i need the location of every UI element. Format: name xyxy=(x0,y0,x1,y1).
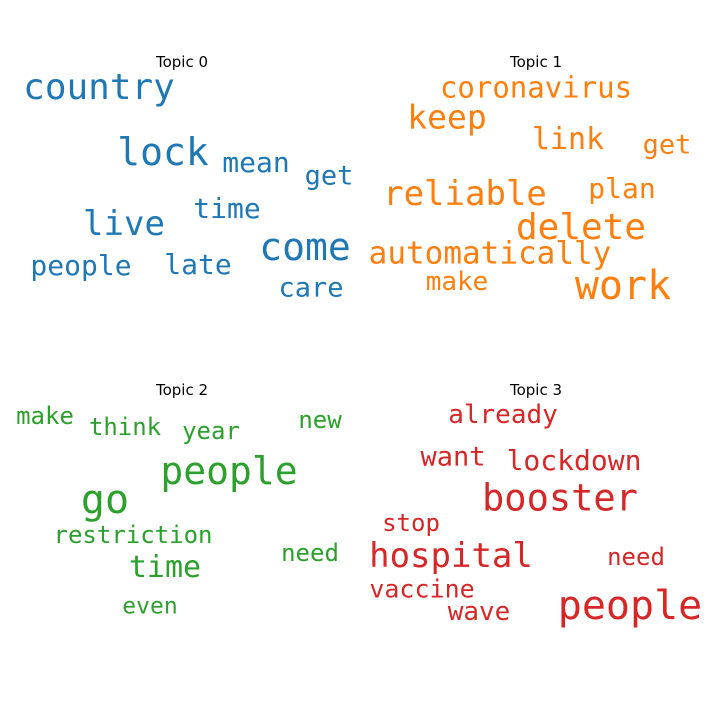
topic-3-word-already: already xyxy=(448,400,558,430)
topic-2-word-make: make xyxy=(16,402,74,430)
topic-3-word-booster: booster xyxy=(482,476,638,520)
topic-2-word-time: time xyxy=(128,550,202,585)
topic-2-word-need: need xyxy=(281,539,339,567)
topic-0-word-live: live xyxy=(83,204,165,244)
topic-1-word-get: get xyxy=(642,129,692,161)
topic-2-word-think: think xyxy=(88,413,162,441)
topic-1-title: Topic 1 xyxy=(509,53,563,71)
topic-1-word-delete: delete xyxy=(515,207,647,248)
topic-3-word-want: want xyxy=(420,441,486,473)
topic-2-word-year: year xyxy=(182,417,240,445)
topic-1-word-reliable: reliable xyxy=(383,174,547,214)
topic-2-word-restriction: restriction xyxy=(53,521,213,549)
topic-0-word-lock: lock xyxy=(117,130,209,174)
topic-0-title: Topic 0 xyxy=(155,53,209,71)
topic-2-word-go: go xyxy=(80,477,130,523)
topic-3-title: Topic 3 xyxy=(509,381,563,399)
topic-1-word-work: work xyxy=(574,263,672,309)
topic-3-word-stop: stop xyxy=(382,509,440,537)
topic-0-word-care: care xyxy=(278,272,344,304)
topic-2-word-people: people xyxy=(160,449,298,493)
topic-0-word-people: people xyxy=(30,249,132,282)
topic-0-word-mean: mean xyxy=(222,146,290,179)
topic-1-word-link: link xyxy=(531,122,605,157)
topic-0-word-time: time xyxy=(193,192,261,225)
topic-2-title: Topic 2 xyxy=(155,381,209,399)
topic-1-word-automatically: automatically xyxy=(368,235,612,272)
topic-0-word-country: country xyxy=(23,67,175,108)
topic-2-word-even: even xyxy=(122,593,178,620)
topic-0-word-late: late xyxy=(164,248,232,281)
topic-3-word-people: people xyxy=(557,583,703,629)
topic-0-word-get: get xyxy=(304,160,354,192)
topic-3-word-vaccine: vaccine xyxy=(369,574,475,604)
topic-1-word-keep: keep xyxy=(407,97,487,137)
topic-3-word-wave: wave xyxy=(447,597,511,627)
topic-3-word-hospital: hospital xyxy=(369,536,533,576)
topic-1-word-coronavirus: coronavirus xyxy=(439,70,633,105)
topic-1-word-plan: plan xyxy=(588,172,656,205)
topic-1-word-make: make xyxy=(425,267,489,297)
topic-2-word-new: new xyxy=(298,406,342,434)
topic-3-word-need: need xyxy=(607,543,665,571)
topic-3-word-lockdown: lockdown xyxy=(506,444,642,477)
topic-0-word-come: come xyxy=(259,225,351,269)
